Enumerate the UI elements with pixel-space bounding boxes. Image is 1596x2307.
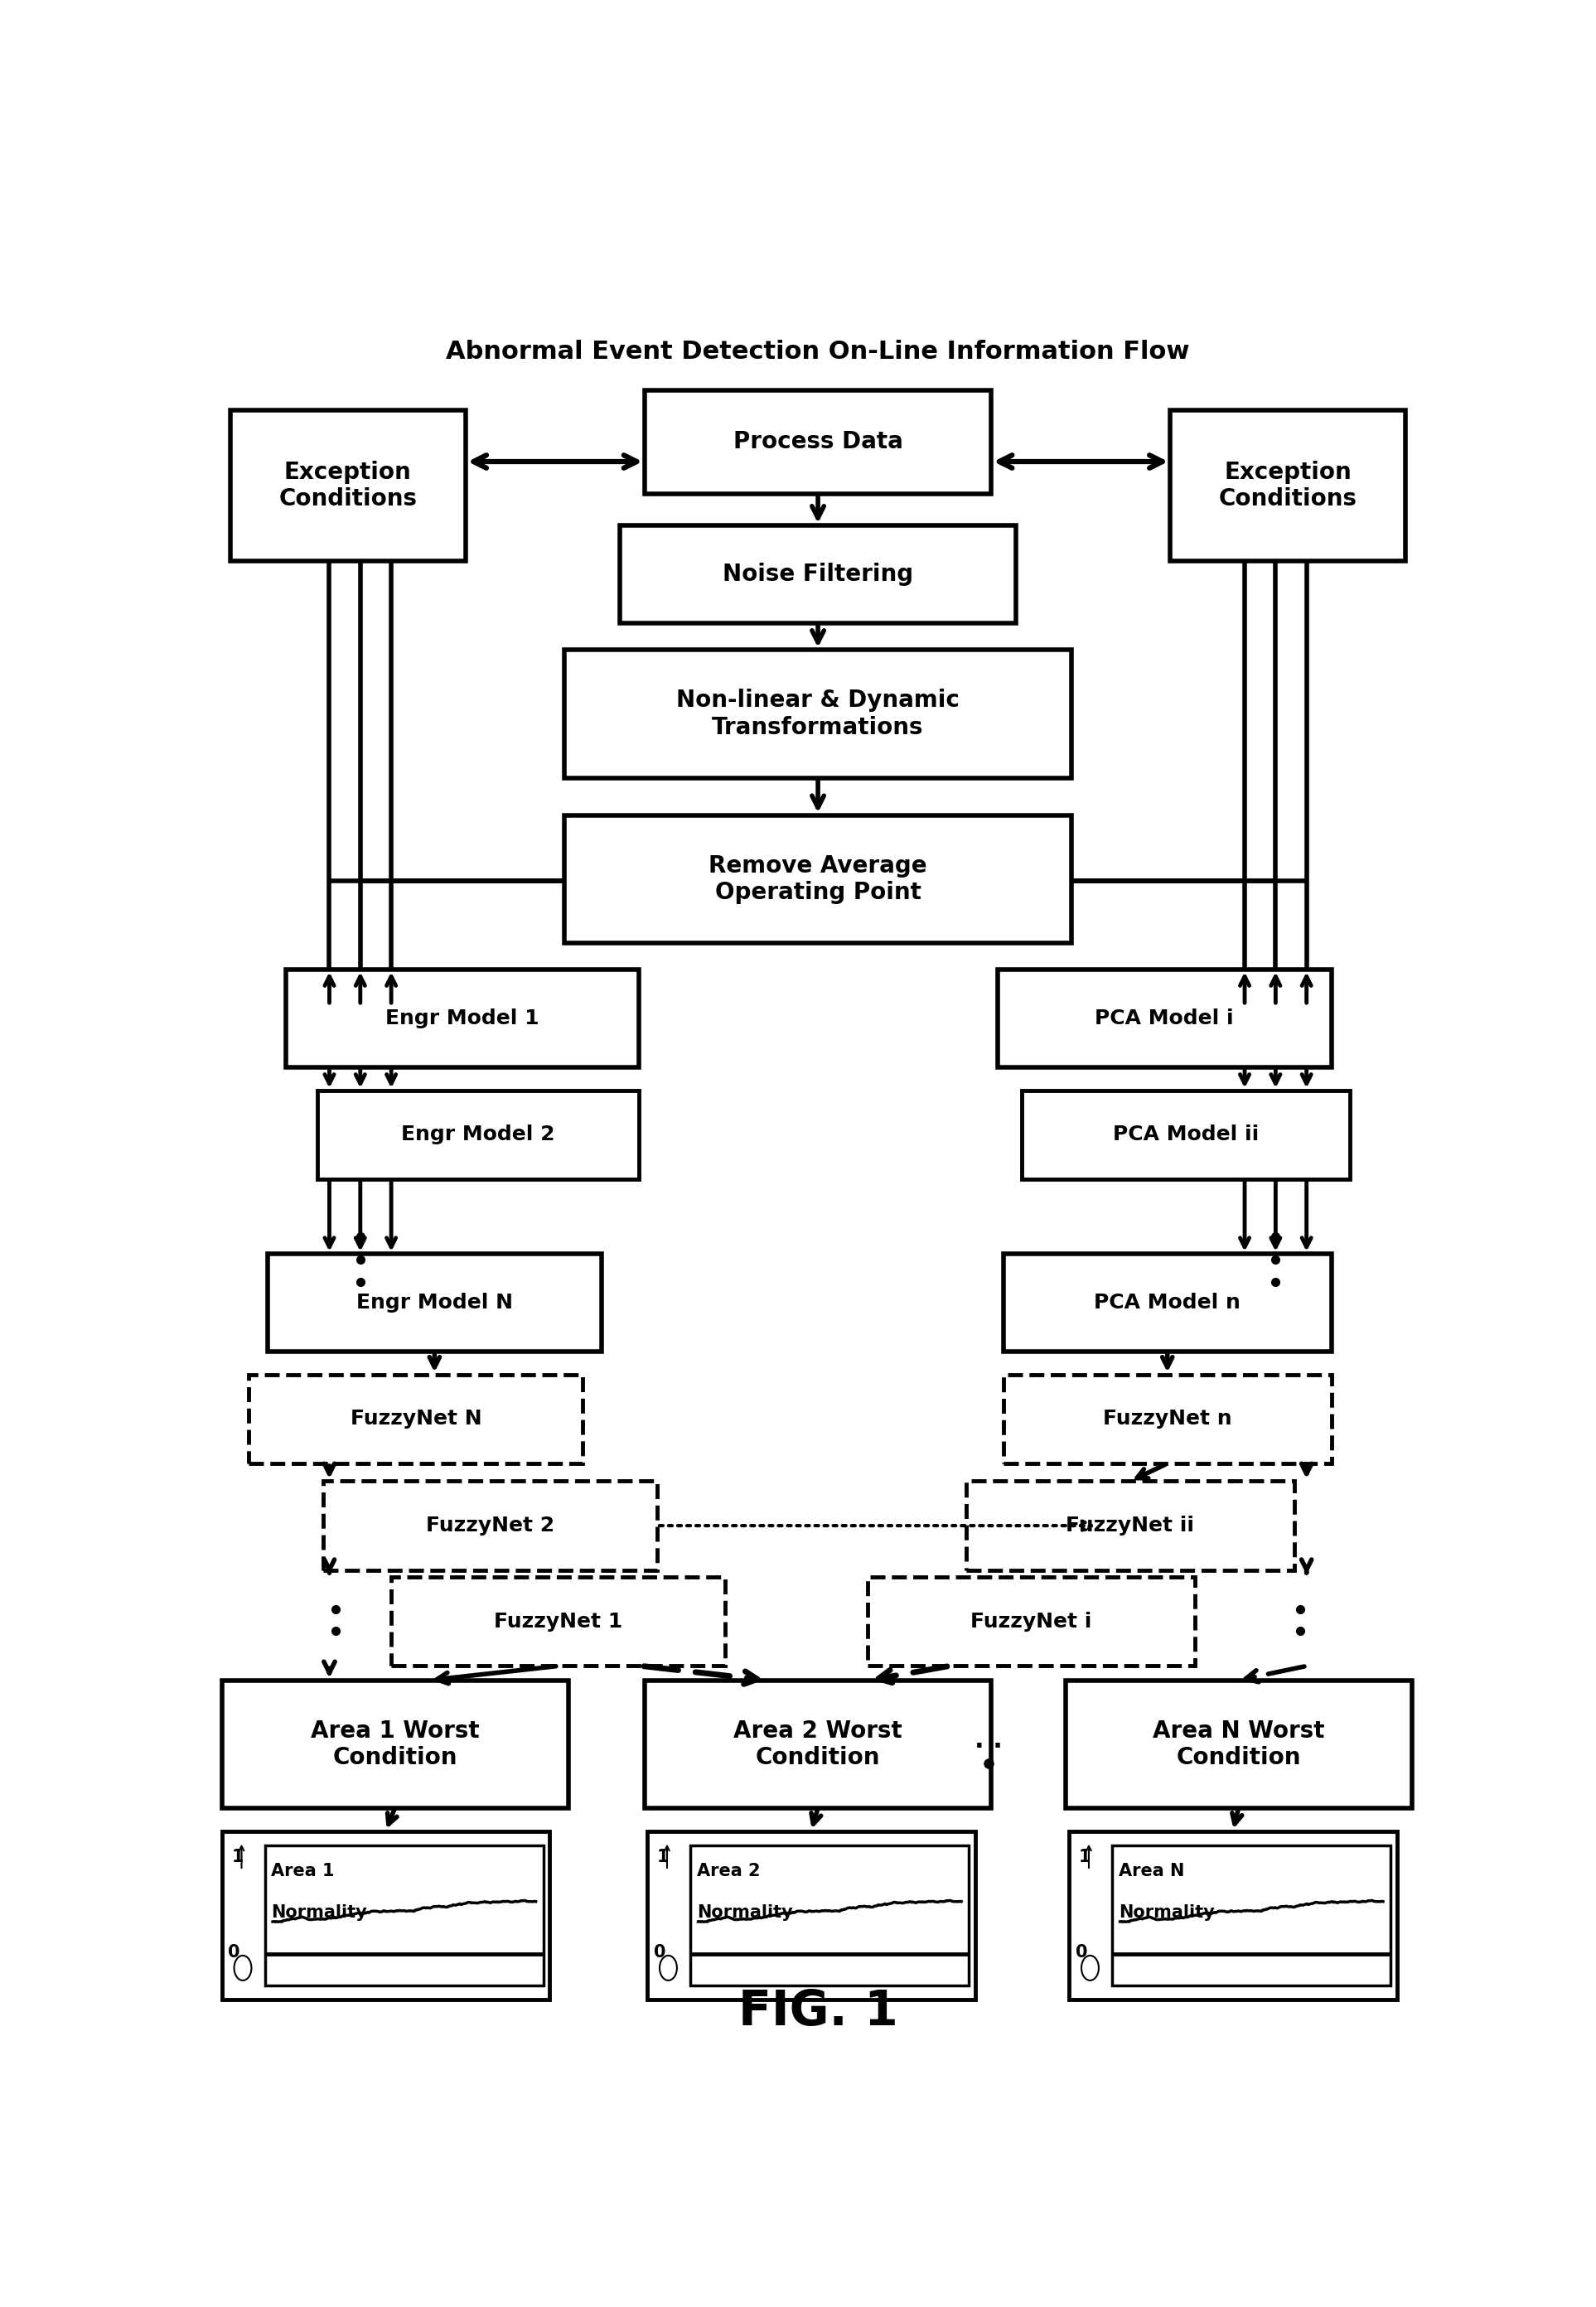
Text: 1: 1 xyxy=(1079,1848,1092,1866)
Text: FuzzyNet 2: FuzzyNet 2 xyxy=(426,1516,554,1536)
Bar xyxy=(998,969,1331,1068)
Text: PCA Model n: PCA Model n xyxy=(1095,1292,1240,1313)
Bar xyxy=(230,411,466,561)
Bar xyxy=(967,1481,1294,1571)
Text: Engr Model 1: Engr Model 1 xyxy=(385,1008,539,1029)
Text: PCA Model ii: PCA Model ii xyxy=(1112,1126,1259,1144)
Text: Area N: Area N xyxy=(1119,1864,1184,1880)
Bar xyxy=(645,390,991,494)
Bar xyxy=(621,526,1017,623)
Text: PCA Model i: PCA Model i xyxy=(1095,1008,1234,1029)
Text: Process Data: Process Data xyxy=(733,431,903,454)
Bar xyxy=(1069,1832,1396,2000)
Bar xyxy=(868,1578,1195,1666)
Circle shape xyxy=(659,1956,677,1979)
Text: Engr Model 2: Engr Model 2 xyxy=(401,1126,555,1144)
Text: FuzzyNet 1: FuzzyNet 1 xyxy=(493,1613,622,1631)
Text: 0: 0 xyxy=(653,1945,666,1961)
Circle shape xyxy=(235,1956,252,1979)
Text: Normality: Normality xyxy=(697,1903,793,1922)
Text: Area 1 Worst
Condition: Area 1 Worst Condition xyxy=(311,1719,479,1769)
Bar xyxy=(391,1578,725,1666)
Bar xyxy=(265,1846,543,1986)
Bar xyxy=(222,1832,549,2000)
Bar xyxy=(1066,1679,1412,1809)
Text: 0: 0 xyxy=(228,1945,239,1961)
Text: . .: . . xyxy=(975,1728,1002,1753)
Text: FuzzyNet n: FuzzyNet n xyxy=(1103,1410,1232,1428)
Text: Exception
Conditions: Exception Conditions xyxy=(279,461,417,510)
Text: Noise Filtering: Noise Filtering xyxy=(723,563,913,586)
Text: Non-linear & Dynamic
Transformations: Non-linear & Dynamic Transformations xyxy=(677,690,959,738)
Bar xyxy=(249,1375,583,1463)
Text: Engr Model N: Engr Model N xyxy=(356,1292,512,1313)
Text: Remove Average
Operating Point: Remove Average Operating Point xyxy=(709,854,927,904)
Text: 1: 1 xyxy=(231,1848,244,1866)
Text: 1: 1 xyxy=(658,1848,669,1866)
Text: FuzzyNet i: FuzzyNet i xyxy=(970,1613,1092,1631)
Text: Exception
Conditions: Exception Conditions xyxy=(1219,461,1357,510)
Text: Area 1: Area 1 xyxy=(271,1864,335,1880)
Bar xyxy=(318,1091,638,1179)
Text: Normality: Normality xyxy=(1119,1903,1215,1922)
Text: Area 2 Worst
Condition: Area 2 Worst Condition xyxy=(734,1719,902,1769)
Text: Normality: Normality xyxy=(271,1903,367,1922)
Bar xyxy=(1021,1091,1350,1179)
Text: FuzzyNet N: FuzzyNet N xyxy=(350,1410,482,1428)
Text: FIG. 1: FIG. 1 xyxy=(737,1989,899,2035)
Circle shape xyxy=(1082,1956,1098,1979)
Text: Area 2: Area 2 xyxy=(697,1864,760,1880)
Bar xyxy=(648,1832,975,2000)
Bar xyxy=(565,651,1071,777)
Bar xyxy=(691,1846,969,1986)
Bar xyxy=(324,1481,658,1571)
Bar xyxy=(286,969,638,1068)
Text: 0: 0 xyxy=(1076,1945,1087,1961)
Bar xyxy=(1112,1846,1390,1986)
Bar xyxy=(222,1679,568,1809)
Bar xyxy=(1004,1255,1331,1352)
Text: FuzzyNet ii: FuzzyNet ii xyxy=(1066,1516,1194,1536)
Bar xyxy=(645,1679,991,1809)
Bar xyxy=(565,814,1071,944)
Bar xyxy=(268,1255,602,1352)
Bar xyxy=(1004,1375,1331,1463)
Text: Area N Worst
Condition: Area N Worst Condition xyxy=(1152,1719,1325,1769)
Text: Abnormal Event Detection On-Line Information Flow: Abnormal Event Detection On-Line Informa… xyxy=(447,339,1189,365)
Bar xyxy=(1170,411,1406,561)
